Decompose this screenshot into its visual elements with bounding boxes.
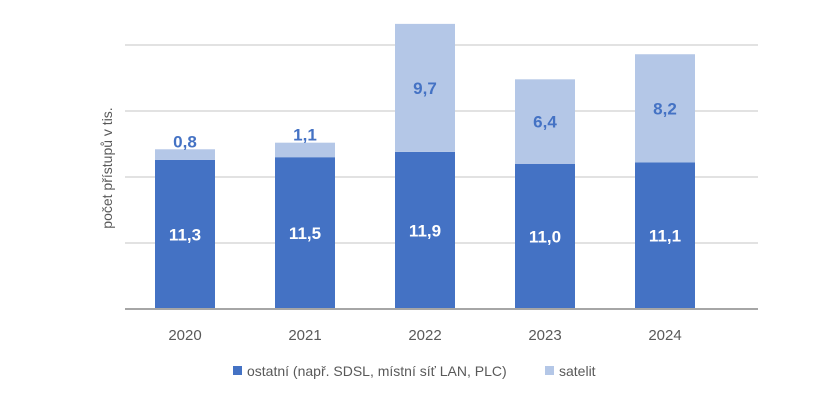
data-label: 8,2 (653, 99, 677, 118)
legend-swatch-satelit (545, 366, 554, 375)
data-label: 11,5 (289, 224, 321, 243)
bar-ostatni-2023 (515, 163, 575, 309)
data-label: 0,8 (173, 132, 197, 151)
bar-ostatni-2024 (635, 162, 695, 309)
data-label: 11,9 (409, 221, 441, 240)
bar-satelit-2022 (395, 23, 455, 152)
bar-ostatni-2021 (275, 157, 335, 309)
data-label: 11,0 (529, 227, 561, 246)
y-axis-label: počet přístupů v tis. (99, 107, 115, 228)
x-tick-label: 2024 (648, 327, 681, 344)
bar-satelit-2024 (635, 54, 695, 163)
bar-ostatni-2022 (395, 151, 455, 309)
x-tick-label: 2020 (168, 327, 201, 344)
x-tick-labels: 2020 2021 2022 2023 2024 (168, 327, 681, 344)
bars: 11,3 0,8 11,5 1,1 11,9 9,7 11,0 6,4 11,1 8,2 (155, 23, 695, 309)
x-tick-label: 2022 (408, 327, 441, 344)
data-label: 1,1 (293, 126, 317, 145)
x-tick-label: 2021 (288, 327, 321, 344)
data-label: 9,7 (413, 79, 437, 98)
legend-swatch-ostatni (233, 366, 242, 375)
data-label: 6,4 (533, 113, 557, 132)
bar-ostatni-2020 (155, 159, 215, 309)
legend: ostatní (např. SDSL, místní síť LAN, PLC… (233, 363, 596, 379)
data-label: 11,1 (649, 227, 681, 246)
bar-satelit-2023 (515, 79, 575, 164)
bar-satelit-2020 (155, 149, 215, 160)
data-label: 11,3 (169, 225, 201, 244)
legend-label-ostatni: ostatní (např. SDSL, místní síť LAN, PLC… (247, 363, 507, 379)
x-tick-label: 2023 (528, 327, 561, 344)
legend-label-satelit: satelit (559, 363, 596, 379)
bar-satelit-2021 (275, 142, 335, 158)
